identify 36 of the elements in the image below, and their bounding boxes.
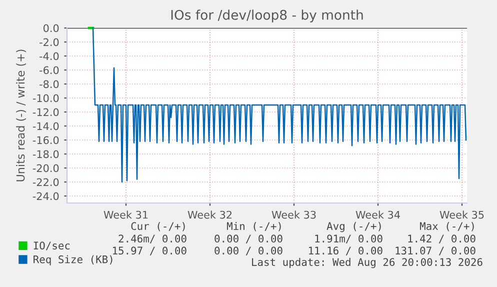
y-tick-label: -4.0 [40, 52, 59, 60]
y-tick-label: -18.0 [32, 150, 59, 158]
text: 15.97 / 0.00 [113, 246, 186, 256]
text: 11.16 / 0.00 [309, 246, 382, 256]
text: Min (-/+) [226, 222, 281, 232]
y-tick-label: -24.0 [32, 192, 59, 200]
text: 0.00 / 0.00 [214, 234, 282, 244]
y-tick-label: -16.0 [32, 136, 59, 144]
y-tick-label: -2.0 [40, 38, 59, 46]
chart-title: IOs for /dev/loop8 - by month [171, 10, 363, 22]
y-tick-label: -20.0 [32, 164, 59, 172]
text: 1.91m/ 0.00 [315, 234, 382, 244]
legend-label: Req Size (KB) [34, 255, 112, 266]
text: 2.46m/ 0.00 [118, 234, 186, 244]
text: 1.42 / 0.00 [408, 234, 476, 244]
text: Cur (-/+) [131, 222, 185, 232]
x-tick-label: Week 35 [440, 210, 484, 219]
y-tick-label: -14.0 [32, 122, 59, 130]
x-tick-label: Week 32 [188, 210, 232, 219]
x-tick-label: Week 34 [356, 210, 400, 219]
y-tick-label: -22.0 [32, 178, 59, 186]
y-tick-label: -8.0 [40, 80, 59, 88]
y-tick-label: -12.0 [32, 108, 59, 116]
x-tick-label: Week 33 [272, 210, 316, 219]
legend-label: IO/sec [34, 242, 70, 250]
y-axis-title: Units read (-) / write (+) [16, 50, 26, 182]
line-series [92, 27, 467, 183]
y-tick-label: -6.0 [40, 66, 59, 74]
text: Last update: Wed Aug 26 20:00:13 2026 [252, 258, 482, 268]
text: 0.00 / 0.00 [214, 246, 282, 256]
text: 131.07 / 0.00 [396, 246, 476, 256]
x-tick-label: Week 31 [104, 210, 148, 219]
text: Avg (-/+) [326, 222, 381, 232]
y-tick-label: -10.0 [32, 94, 59, 102]
text: Max (-/+) [420, 222, 474, 232]
y-tick-label: 0.0 [43, 24, 59, 32]
